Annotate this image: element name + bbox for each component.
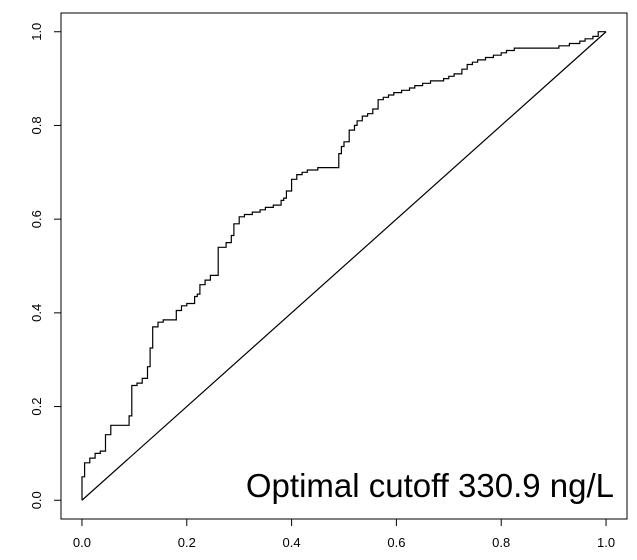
y-axis: 0.0 0.2 0.4 0.6 0.8 1.0 — [29, 23, 61, 509]
x-tick-label: 0.6 — [387, 535, 405, 550]
y-tick-label: 0.4 — [29, 304, 44, 322]
cutoff-annotation: Optimal cutoff 330.9 ng/L — [246, 467, 614, 504]
y-tick-label: 0.0 — [29, 491, 44, 509]
y-tick-label: 1.0 — [29, 23, 44, 41]
roc-curve — [81, 31, 606, 501]
diagonal-reference-line — [81, 31, 607, 501]
x-tick-label: 0.8 — [492, 535, 510, 550]
x-tick-label: 1.0 — [597, 535, 615, 550]
y-tick-label: 0.6 — [29, 210, 44, 228]
x-tick-label: 0.4 — [283, 535, 301, 550]
x-tick-label: 0.0 — [73, 535, 91, 550]
x-axis: 0.0 0.2 0.4 0.6 0.8 1.0 — [73, 519, 615, 550]
y-tick-label: 0.2 — [29, 398, 44, 416]
y-tick-label: 0.8 — [29, 116, 44, 134]
x-tick-label: 0.2 — [178, 535, 196, 550]
